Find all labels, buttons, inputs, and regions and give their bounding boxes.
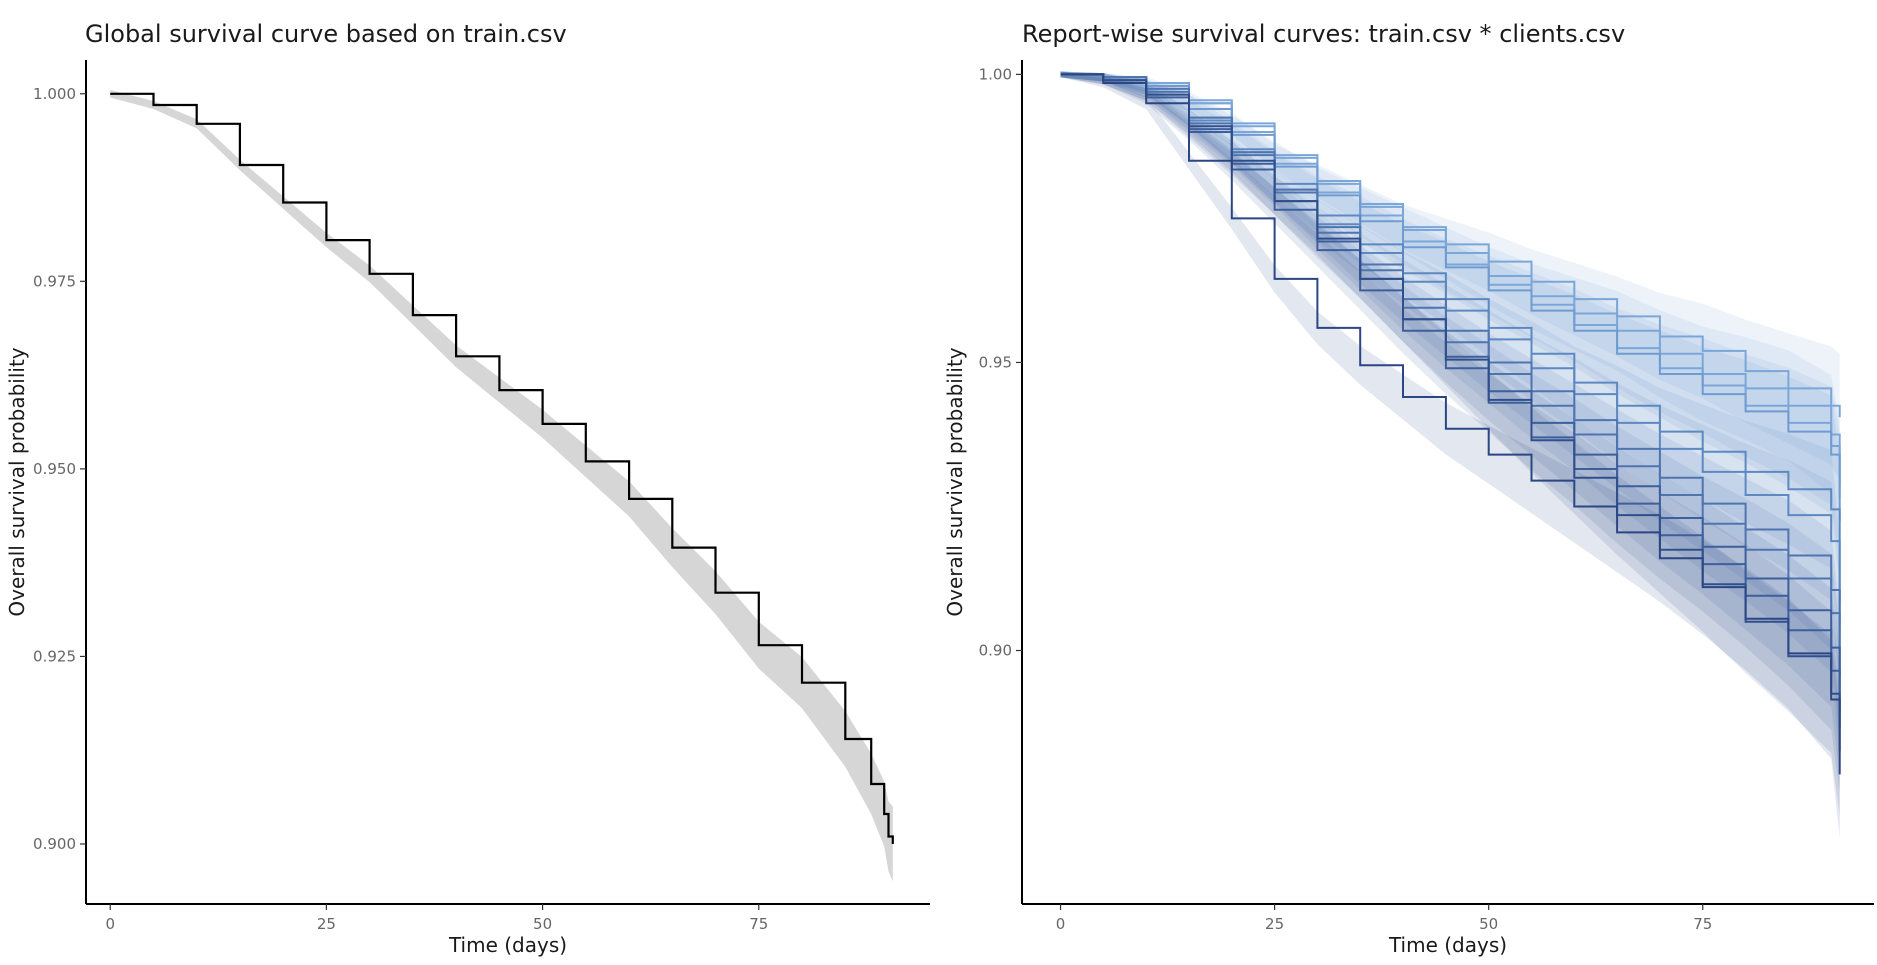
y-tick-label: 0.975 xyxy=(33,272,76,290)
x-tick-label: 0 xyxy=(105,915,115,933)
y-tick-label: 1.00 xyxy=(979,65,1012,83)
survival-curve xyxy=(1060,73,1841,677)
x-tick-label: 75 xyxy=(1693,915,1712,933)
chart-global-survival: 0.900 0.925 0.950 0.975 1.000 0 25 50 75 Time (da… xyxy=(5,60,930,957)
survival-curve xyxy=(110,92,894,844)
x-tick-label: 25 xyxy=(317,915,336,933)
x-axis-label: Time (days) xyxy=(448,933,567,957)
survival-curve xyxy=(1060,73,1841,694)
ci-band xyxy=(110,90,893,882)
y-tick-label: 0.90 xyxy=(979,642,1012,660)
chart-report-wise-survival: 0.90 0.95 1.00 0 25 50 75 Time (days) Overall su… xyxy=(943,60,1874,957)
x-tick-label: 75 xyxy=(749,915,768,933)
survival-curve xyxy=(1060,73,1841,775)
survival-curve xyxy=(1060,73,1841,625)
y-tick-label: 1.000 xyxy=(33,85,76,103)
y-axis-label: Overall survival probability xyxy=(5,347,29,616)
ci-band xyxy=(1060,71,1840,838)
x-tick-label: 0 xyxy=(1056,915,1066,933)
y-tick-label: 0.95 xyxy=(979,353,1012,371)
survival-curve xyxy=(1060,73,1841,521)
x-tick-label: 50 xyxy=(1479,915,1498,933)
y-tick-label: 0.925 xyxy=(33,647,76,665)
y-tick-label: 0.900 xyxy=(33,835,76,853)
x-tick-label: 25 xyxy=(1265,915,1284,933)
y-tick-label: 0.950 xyxy=(33,460,76,478)
chart-title: Global survival curve based on train.csv xyxy=(85,20,567,48)
y-axis-label: Overall survival probability xyxy=(943,347,967,616)
x-tick-label: 50 xyxy=(533,915,552,933)
survival-curve xyxy=(1060,73,1841,418)
panel-global-survival: Global survival curve based on train.csv… xyxy=(0,0,938,965)
x-axis-label: Time (days) xyxy=(1388,933,1507,957)
panel-report-wise-survival: Report-wise survival curves: train.csv *… xyxy=(938,0,1877,965)
chart-title: Report-wise survival curves: train.csv *… xyxy=(1022,20,1626,48)
